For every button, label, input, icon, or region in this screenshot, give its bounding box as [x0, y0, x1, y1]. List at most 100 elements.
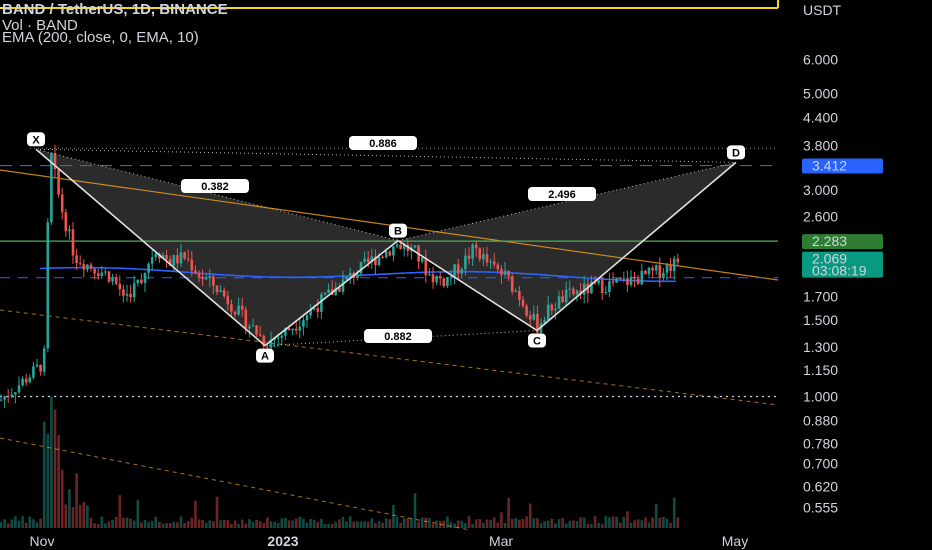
candle-body [525, 305, 528, 316]
volume-bar [435, 520, 438, 528]
candle-body [338, 287, 341, 292]
candle-body [327, 289, 330, 293]
pattern-point-badge [727, 145, 745, 160]
volume-bar [413, 493, 417, 528]
y-tick-label: 2.600 [803, 209, 838, 225]
candle-body [359, 261, 363, 274]
candle-body [107, 271, 111, 282]
volume-bar [525, 516, 528, 528]
candle-body [428, 274, 431, 276]
candle-body [543, 319, 546, 324]
volume-bar [514, 517, 518, 528]
volume-bar [93, 523, 96, 528]
volume-bar [291, 520, 294, 528]
volume-bar [604, 516, 608, 528]
candle-body [14, 392, 17, 395]
candle-body [590, 281, 593, 294]
y-tick-label: 0.620 [803, 478, 838, 494]
candle-body [615, 278, 618, 283]
candle-body [21, 378, 24, 386]
volume-bar [640, 520, 644, 528]
candle-body [348, 272, 352, 277]
candle-body [50, 153, 53, 223]
candle-body [611, 281, 615, 283]
volume-bar [359, 521, 363, 528]
candle-body [514, 290, 518, 292]
volume-bar [572, 520, 575, 528]
volume-bar [417, 521, 420, 528]
y-tick-label: 4.400 [803, 110, 838, 126]
price-axis: 6.000 5.000 4.400 3.800 3.000 2.600 1.700 1.500… [803, 2, 842, 515]
volume-bar [381, 522, 384, 528]
candle-body [482, 254, 485, 260]
candle-body [78, 263, 82, 265]
volume-bar [305, 522, 309, 528]
volume-bar [496, 522, 500, 528]
price-label-bg [802, 251, 883, 278]
y-tick-label: 3.000 [803, 182, 838, 198]
price-label-value: 3.412 [812, 158, 847, 174]
candle-body [510, 276, 514, 292]
candle-body [532, 313, 536, 320]
volume-bar [586, 523, 590, 528]
candle-body [449, 276, 453, 278]
volume-bar [21, 516, 24, 528]
candle-body [204, 278, 208, 280]
pattern-point-label: D [732, 147, 740, 159]
volume-bar [665, 518, 669, 528]
volume-bar [449, 522, 453, 528]
volume-bar [615, 516, 618, 528]
candle-body [456, 264, 460, 274]
time-axis: Nov 2023 Mar May [30, 533, 749, 549]
volume-bar [392, 504, 395, 528]
y-tick-label: 3.800 [803, 137, 838, 153]
volume-bar [28, 516, 32, 528]
candle-body [24, 378, 28, 383]
volume-bar [618, 522, 622, 528]
candle-body [6, 396, 10, 398]
volume-bar [626, 511, 629, 528]
candle-body [17, 385, 21, 393]
volume-bar [208, 520, 212, 528]
volume-bar [150, 520, 154, 528]
volume-bar [647, 522, 651, 528]
candle-body [597, 280, 600, 284]
volume-bar [143, 519, 147, 528]
candle-body [636, 278, 640, 285]
volume-bar [370, 518, 374, 528]
candle-body [392, 246, 395, 256]
candle-body [183, 252, 186, 259]
candle-body [129, 293, 132, 298]
volume-bar [590, 523, 593, 528]
candle-body [309, 309, 312, 316]
candle-body [143, 272, 147, 283]
candle-body [276, 337, 280, 339]
candle-body [32, 366, 35, 378]
candle-body [35, 364, 39, 367]
volume-bar [201, 519, 204, 528]
candle-body [46, 222, 50, 349]
candle-body [460, 268, 464, 274]
volume-bar [554, 523, 557, 528]
candle-body [118, 283, 122, 290]
volume-bar [654, 503, 658, 528]
volume-bar [244, 523, 248, 528]
volume-bar [64, 504, 68, 528]
candle-body [161, 255, 165, 259]
volume-bar [3, 519, 6, 528]
candle-body [604, 292, 608, 294]
volume-bar [564, 523, 568, 528]
candle-body [125, 293, 129, 296]
candle-body [294, 328, 298, 331]
volume-bar [161, 523, 165, 528]
volume-bar [456, 520, 460, 528]
volume-bar [302, 518, 305, 528]
volume-bar [212, 521, 215, 528]
volume-bar [129, 518, 132, 528]
candle-body [492, 261, 496, 265]
harmonic-pattern [36, 149, 736, 346]
ratio-label: 0.882 [364, 329, 432, 343]
candle-body [96, 273, 100, 277]
volume-bar [579, 517, 582, 528]
